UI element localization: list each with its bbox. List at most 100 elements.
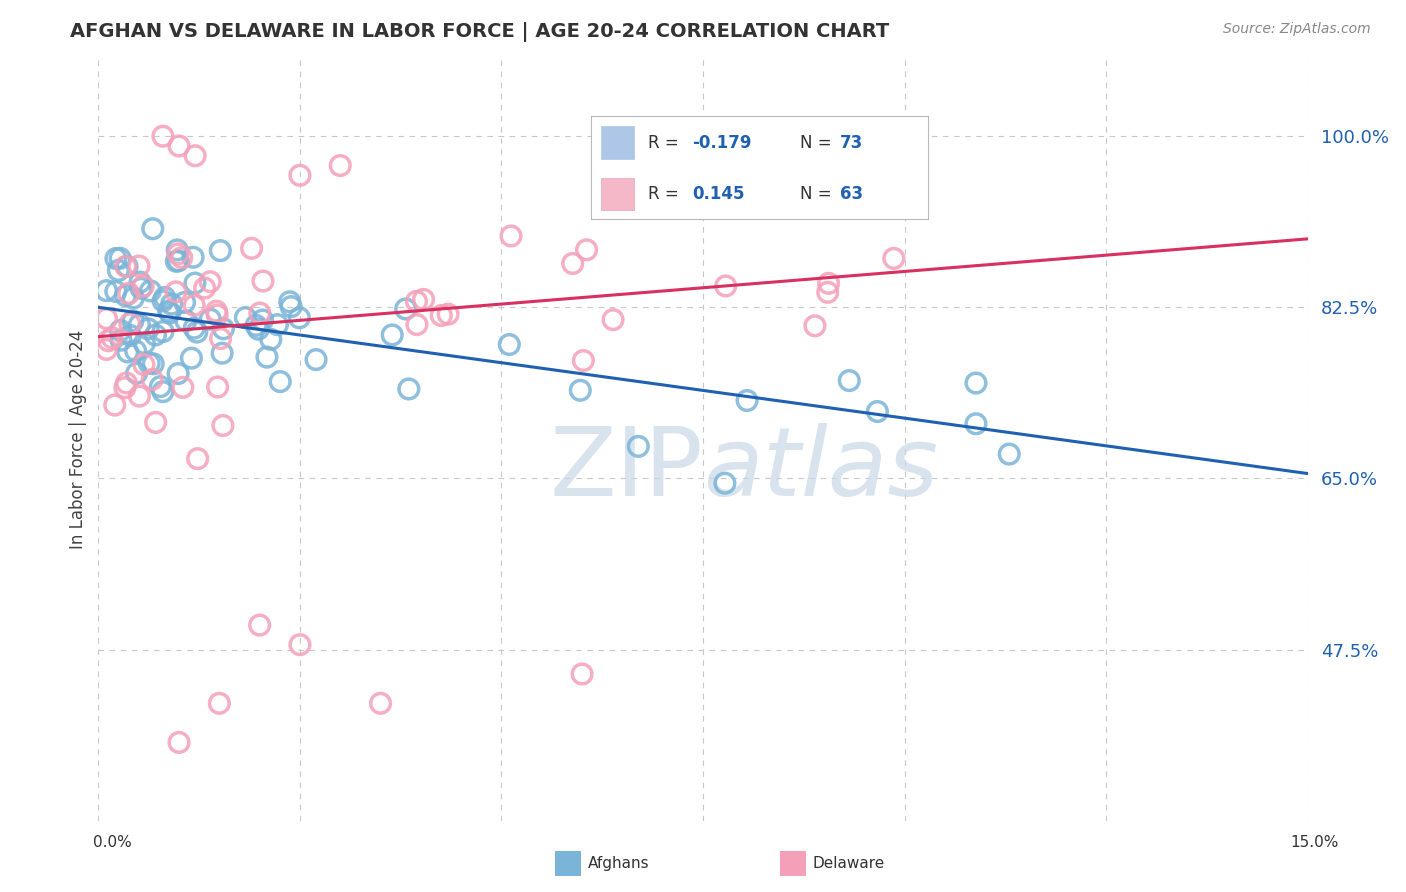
Point	[186, 325, 208, 339]
Point	[183, 298, 205, 312]
Point	[256, 350, 278, 364]
Point	[167, 367, 190, 381]
Point	[200, 312, 222, 326]
Point	[965, 417, 987, 431]
Point	[149, 379, 172, 393]
Point	[714, 476, 737, 491]
Text: 0.0%: 0.0%	[93, 836, 132, 850]
Point	[128, 259, 150, 273]
Point	[104, 252, 127, 266]
Text: N =: N =	[800, 185, 837, 202]
Point	[122, 314, 145, 328]
Point	[165, 254, 187, 268]
Point	[498, 337, 520, 351]
Point	[152, 129, 174, 144]
Point	[249, 306, 271, 320]
Point	[569, 384, 592, 398]
Point	[627, 439, 650, 453]
Point	[117, 344, 139, 359]
Point	[136, 322, 159, 336]
Point	[211, 346, 233, 360]
Point	[252, 313, 274, 327]
Point	[167, 735, 190, 749]
Point	[107, 263, 129, 277]
Point	[115, 260, 138, 274]
Point	[240, 241, 263, 255]
Point	[152, 293, 174, 308]
Point	[561, 256, 583, 270]
Point	[370, 696, 392, 710]
Point	[97, 334, 120, 348]
Point	[249, 618, 271, 632]
Point	[252, 274, 274, 288]
Text: N =: N =	[800, 134, 837, 152]
Point	[96, 284, 118, 298]
Point	[110, 323, 132, 337]
Point	[209, 244, 232, 258]
Point	[280, 300, 302, 314]
Point	[866, 404, 889, 418]
Point	[187, 451, 209, 466]
Point	[180, 351, 202, 366]
Point	[381, 327, 404, 342]
Point	[152, 384, 174, 399]
Text: Delaware: Delaware	[813, 856, 884, 871]
Text: 73: 73	[841, 134, 863, 152]
Point	[139, 284, 162, 298]
Point	[714, 279, 737, 293]
Point	[118, 286, 141, 301]
Point	[129, 275, 152, 289]
Text: 0.145: 0.145	[692, 185, 744, 202]
Point	[499, 229, 522, 244]
Point	[173, 295, 195, 310]
Point	[205, 308, 228, 322]
Point	[305, 352, 328, 367]
Point	[134, 336, 156, 351]
Point	[124, 343, 146, 358]
Point	[141, 372, 163, 386]
Point	[138, 356, 160, 370]
Point	[114, 260, 136, 274]
Point	[288, 638, 311, 652]
Text: atlas: atlas	[703, 424, 938, 516]
Point	[571, 667, 593, 681]
Point	[235, 310, 257, 325]
Point	[125, 366, 148, 380]
Point	[96, 343, 118, 357]
FancyBboxPatch shape	[600, 127, 634, 159]
Point	[838, 374, 860, 388]
Point	[288, 310, 311, 325]
Point	[167, 247, 190, 261]
Point	[132, 358, 155, 372]
Point	[160, 297, 183, 311]
Point	[602, 312, 624, 326]
Point	[405, 294, 427, 309]
Point	[128, 318, 150, 332]
Point	[965, 376, 987, 390]
Point	[152, 325, 174, 339]
Point	[96, 311, 118, 326]
Point	[412, 293, 434, 307]
Text: -0.179: -0.179	[692, 134, 751, 152]
Point	[575, 243, 598, 257]
Point	[167, 139, 190, 153]
Point	[699, 141, 721, 155]
Point	[153, 290, 176, 304]
Point	[129, 281, 152, 295]
Point	[207, 380, 229, 394]
Text: ZIP: ZIP	[550, 424, 703, 516]
Text: AFGHAN VS DELAWARE IN LABOR FORCE | AGE 20-24 CORRELATION CHART: AFGHAN VS DELAWARE IN LABOR FORCE | AGE …	[70, 22, 890, 42]
Point	[172, 380, 194, 394]
Point	[132, 279, 155, 293]
Point	[998, 447, 1021, 461]
Point	[247, 322, 270, 336]
Point	[165, 285, 187, 299]
Point	[170, 251, 193, 265]
Point	[167, 253, 190, 268]
Point	[245, 318, 267, 333]
Point	[735, 393, 758, 408]
Point	[166, 243, 188, 257]
Y-axis label: In Labor Force | Age 20-24: In Labor Force | Age 20-24	[69, 330, 87, 549]
Point	[395, 301, 418, 316]
Point	[269, 375, 291, 389]
